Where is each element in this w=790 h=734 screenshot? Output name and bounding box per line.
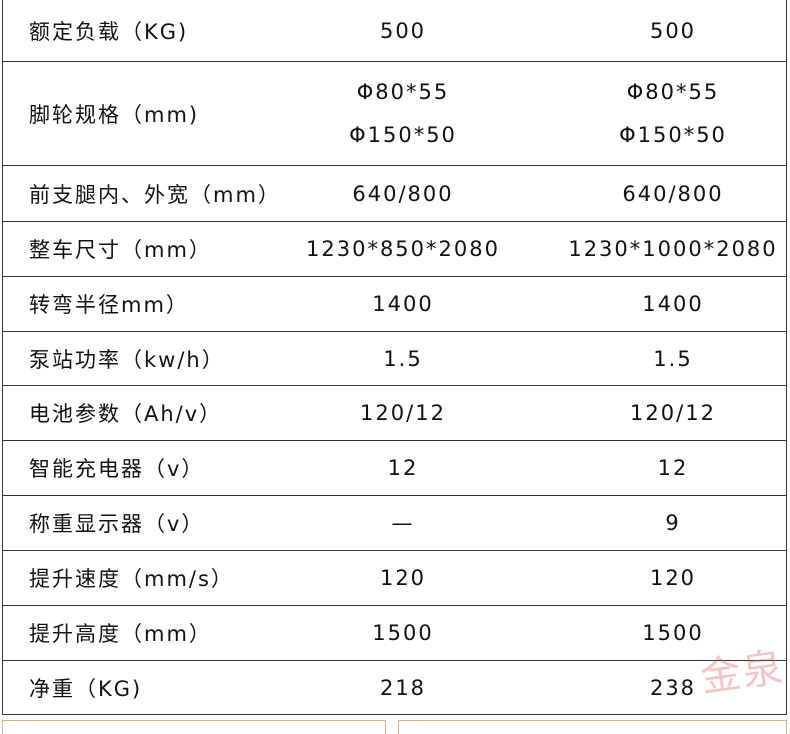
cell-text: 12 (387, 456, 419, 480)
table-row: 提升高度（mm） 1500 1500 (3, 606, 786, 661)
row-value: 238 (563, 661, 783, 714)
cell-text: 脚轮规格（mm) (29, 102, 200, 127)
footer-box (2, 720, 386, 734)
table-row: 泵站功率（kw/h） 1.5 1.5 (3, 332, 786, 386)
row-label: 提升高度（mm） (29, 606, 212, 660)
cell-text: 9 (665, 511, 681, 535)
cell-text: 1500 (642, 621, 704, 645)
table-row: 前支腿内、外宽（mm） 640/800 640/800 (3, 166, 786, 222)
row-label: 脚轮规格（mm) (29, 62, 199, 165)
row-value: 1400 (563, 277, 783, 331)
cell-text: 218 (379, 675, 427, 700)
cell-text: 500 (379, 18, 427, 43)
watermark: 金泉 (697, 644, 788, 702)
row-value: 1.5 (563, 332, 783, 385)
table-row: 额定负载（KG) 500 500 (3, 0, 786, 62)
cell-text: 1500 (372, 621, 434, 645)
row-value: 218 (303, 661, 503, 714)
row-value: 1230*1000*2080 (563, 222, 783, 276)
cell-text: 泵站功率（kw/h） (29, 347, 225, 372)
cell-text: Φ150*50 (349, 123, 457, 148)
cell-text: 额定负载（KG) (29, 19, 189, 44)
row-value: 500 (303, 0, 503, 61)
table-row: 整车尺寸（mm） 1230*850*2080 1230*1000*2080 (3, 222, 786, 277)
cell-text: 1230*850*2080 (306, 237, 500, 261)
row-value: 1230*850*2080 (303, 222, 503, 276)
row-label: 整车尺寸（mm） (29, 222, 212, 276)
footer-box (398, 720, 787, 734)
row-value: 1400 (303, 277, 503, 331)
row-value: 9 (563, 496, 783, 550)
cell-text: 1230*1000*2080 (568, 237, 778, 261)
cell-text: 称重显示器（v） (29, 512, 205, 536)
table-row: 净重（KG) 218 238 (3, 661, 786, 715)
row-value: 120 (563, 551, 783, 605)
row-value: Φ80*55 Φ150*50 (303, 62, 503, 165)
cell-text: 640/800 (622, 181, 724, 206)
row-label: 转弯半径mm） (29, 277, 189, 331)
row-value: 640/800 (563, 166, 783, 221)
cell-text: 12 (657, 456, 689, 480)
row-label: 智能充电器（v） (29, 441, 204, 495)
cell-text: 1.5 (383, 346, 423, 371)
cell-text: 净重（KG) (29, 676, 143, 701)
cell-text: Φ80*55 (626, 79, 720, 104)
cell-text: 前支腿内、外宽（mm） (29, 182, 281, 207)
row-value: 1500 (563, 606, 783, 660)
cell-text: 1400 (642, 292, 704, 316)
table-row: 电池参数（Ah/v） 120/12 120/12 (3, 386, 786, 441)
cell-text: 提升速度（mm/s） (29, 567, 234, 591)
row-value: 120/12 (303, 386, 503, 440)
row-label: 前支腿内、外宽（mm） (29, 166, 281, 221)
cell-text: 238 (649, 675, 697, 700)
table-row: 提升速度（mm/s） 120 120 (3, 551, 786, 606)
cell-text: 500 (649, 18, 697, 43)
row-label: 泵站功率（kw/h） (29, 332, 225, 385)
cell-text: 120 (379, 566, 427, 590)
row-label: 电池参数（Ah/v） (29, 386, 222, 440)
cell-text: 智能充电器（v） (29, 457, 205, 481)
cell-text: 提升高度（mm） (29, 622, 212, 646)
row-value: 120 (303, 551, 503, 605)
cell-text: Φ80*55 (356, 79, 450, 104)
cell-text: 640/800 (352, 181, 454, 206)
cell-text: 整车尺寸（mm） (29, 238, 212, 262)
row-label: 提升速度（mm/s） (29, 551, 234, 605)
row-value: 500 (563, 0, 783, 61)
row-value: 1500 (303, 606, 503, 660)
row-value: 120/12 (563, 386, 783, 440)
row-value: — (303, 496, 503, 550)
cell-text: 电池参数（Ah/v） (29, 402, 223, 426)
table-row: 转弯半径mm） 1400 1400 (3, 277, 786, 332)
cell-text: 120/12 (360, 401, 446, 425)
spec-table: 额定负载（KG) 500 500 脚轮规格（mm) Φ80*55 Φ150*50 Φ80*5… (2, 0, 787, 715)
table-row: 脚轮规格（mm) Φ80*55 Φ150*50 Φ80*55 Φ150*50 (3, 62, 786, 166)
row-value: 640/800 (303, 166, 503, 221)
row-value: Φ80*55 Φ150*50 (563, 62, 783, 165)
cell-text: 120/12 (630, 401, 716, 425)
cell-text: 120 (649, 566, 697, 590)
row-value: 12 (563, 441, 783, 495)
cell-text: Φ150*50 (619, 123, 727, 148)
row-value: 1.5 (303, 332, 503, 385)
cell-text: 1400 (372, 292, 434, 316)
table-row: 称重显示器（v） — 9 (3, 496, 786, 551)
cell-text: 1.5 (653, 346, 693, 371)
cell-text: 转弯半径mm） (29, 293, 189, 317)
row-value: 12 (303, 441, 503, 495)
table-row: 智能充电器（v） 12 12 (3, 441, 786, 496)
cell-text: — (391, 511, 415, 535)
row-label: 净重（KG) (29, 661, 142, 714)
row-label: 称重显示器（v） (29, 496, 204, 550)
row-label: 额定负载（KG) (29, 0, 188, 61)
